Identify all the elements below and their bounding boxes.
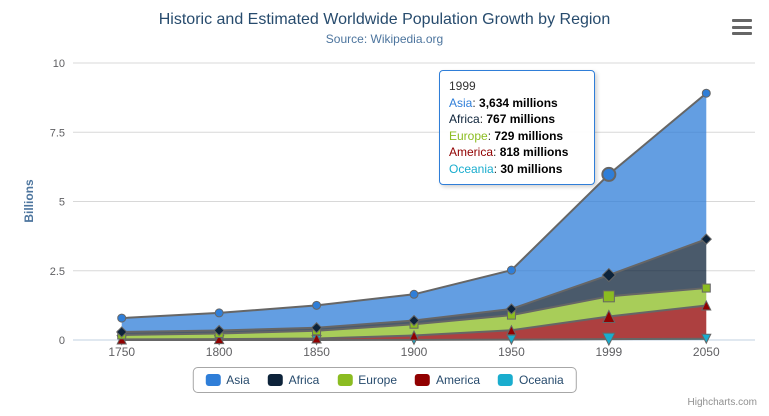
marker-america-1750[interactable]	[116, 333, 128, 345]
marker-asia-2050[interactable]	[701, 88, 711, 98]
legend-item-america[interactable]: America	[415, 373, 480, 387]
marker-asia-1800[interactable]	[214, 308, 224, 318]
y-axis-label: 10	[53, 58, 65, 70]
marker-africa-1750[interactable]	[116, 326, 128, 338]
marker-europe-2050[interactable]	[701, 283, 711, 293]
legend-swatch-icon	[498, 374, 514, 386]
marker-asia-1750[interactable]	[117, 313, 127, 323]
marker-america-1900[interactable]	[408, 329, 420, 341]
legend-label: America	[436, 373, 481, 387]
x-axis-label: 1950	[498, 345, 525, 359]
legend-label: Europe	[358, 373, 398, 387]
legend-item-asia[interactable]: Asia	[205, 373, 250, 387]
marker-africa-1900[interactable]	[408, 314, 420, 327]
legend-swatch-icon	[205, 374, 221, 386]
y-axis-label: 0	[59, 335, 65, 347]
legend: Asia Africa Europe America Oceania	[192, 367, 577, 393]
legend-swatch-icon	[415, 374, 431, 386]
marker-asia-1850[interactable]	[312, 300, 322, 310]
legend-label: Oceania	[519, 373, 564, 387]
marker-oceania-2050[interactable]	[700, 333, 712, 345]
hamburger-icon	[732, 25, 752, 29]
marker-africa-1950[interactable]	[505, 303, 518, 315]
legend-swatch-icon	[337, 374, 353, 386]
marker-america-1800[interactable]	[213, 333, 225, 345]
marker-asia-1950[interactable]	[506, 265, 516, 275]
legend-item-oceania[interactable]: Oceania	[498, 373, 564, 387]
marker-america-1999[interactable]	[602, 309, 616, 324]
credits-link[interactable]: Highcharts.com	[687, 397, 757, 408]
marker-europe-1999[interactable]	[602, 290, 615, 303]
area-asia[interactable]	[121, 93, 707, 332]
x-axis-label: 1750	[108, 345, 135, 359]
x-axis-label: 1800	[206, 345, 233, 359]
marker-america-2050[interactable]	[700, 299, 712, 311]
marker-africa-2050[interactable]	[700, 233, 712, 245]
area-africa[interactable]	[121, 239, 707, 335]
x-axis-label: 1999	[596, 345, 623, 359]
chart-subtitle: Source: Wikipedia.org	[325, 32, 444, 46]
marker-africa-1999[interactable]	[601, 267, 617, 283]
x-axis-label: 2050	[693, 345, 720, 359]
marker-oceania-1999[interactable]	[602, 332, 616, 347]
marker-america-1950[interactable]	[506, 324, 517, 336]
marker-africa-1850[interactable]	[310, 322, 323, 334]
x-axis-label: 1900	[401, 345, 428, 359]
hamburger-icon	[732, 32, 752, 35]
y-axis-label: 7.5	[50, 127, 65, 139]
marker-america-1850[interactable]	[311, 332, 322, 344]
marker-asia-1900[interactable]	[409, 289, 419, 299]
legend-item-europe[interactable]: Europe	[337, 373, 397, 387]
y-axis-label: 2.5	[50, 266, 65, 278]
chart-title: Historic and Estimated Worldwide Populat…	[158, 11, 611, 28]
hamburger-icon	[732, 19, 752, 22]
marker-asia-1999[interactable]	[601, 166, 617, 182]
legend-label: Asia	[226, 373, 250, 387]
y-axis-label: 5	[59, 197, 65, 209]
legend-label: Africa	[288, 373, 320, 387]
context-menu-button[interactable]	[732, 19, 753, 35]
x-axis-label: 1850	[303, 345, 330, 359]
legend-item-africa[interactable]: Africa	[267, 373, 320, 387]
marker-africa-1800[interactable]	[213, 324, 225, 337]
legend-swatch-icon	[267, 374, 283, 386]
area-america[interactable]	[121, 305, 707, 340]
